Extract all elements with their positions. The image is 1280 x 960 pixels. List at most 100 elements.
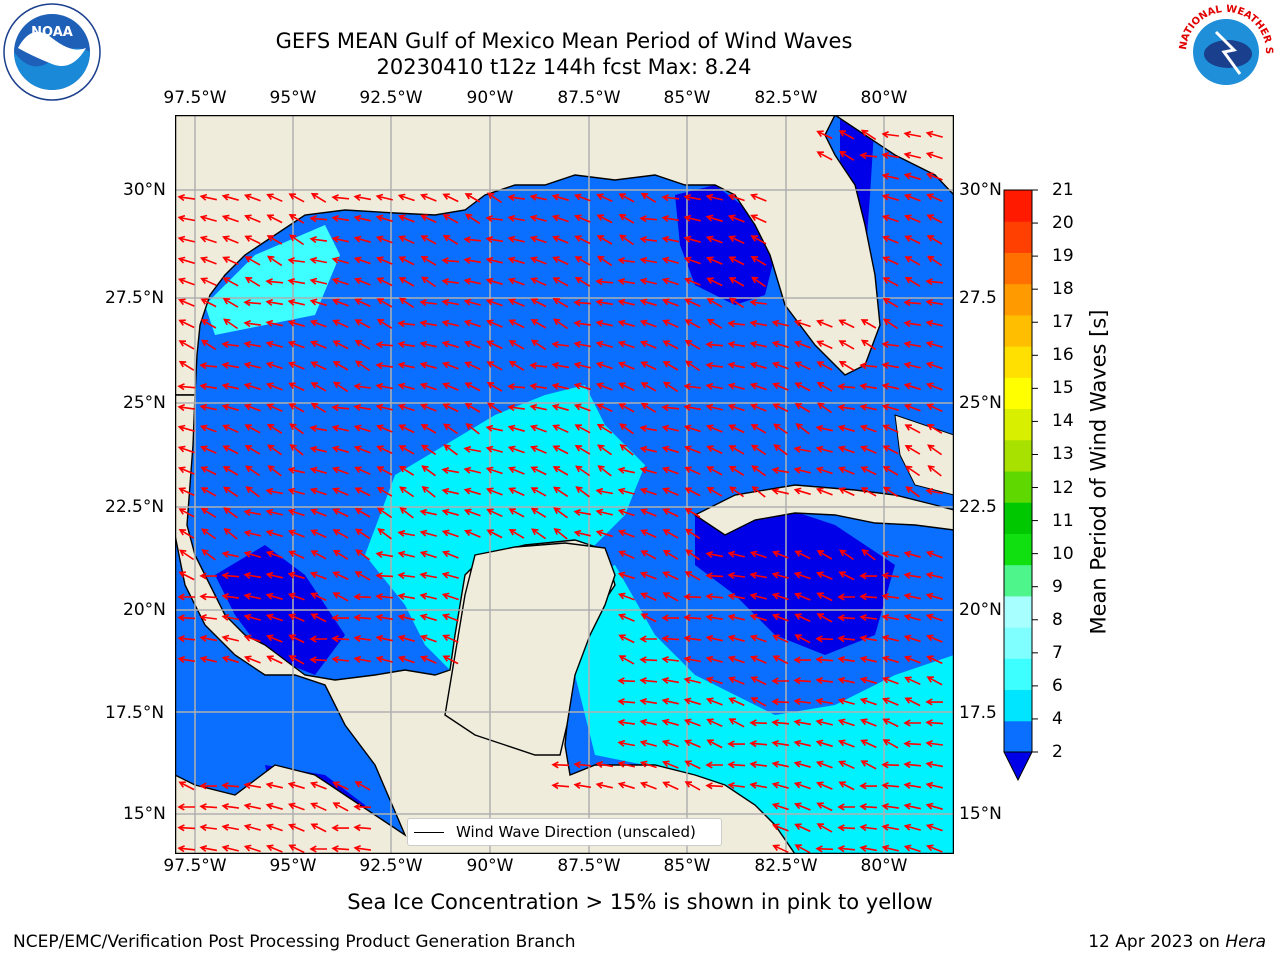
wave-direction-arrow: [464, 529, 481, 538]
wave-direction-arrow: [771, 361, 789, 370]
wave-direction-arrow: [553, 507, 568, 519]
wave-direction-arrow: [265, 802, 283, 810]
wave-direction-arrow: [287, 508, 305, 517]
wave-direction-arrow: [639, 739, 657, 747]
colorbar-segment: [1004, 658, 1032, 691]
wave-direction-arrow: [265, 571, 283, 579]
colorbar-tick-label: 11: [1052, 510, 1074, 531]
wave-direction-arrow: [309, 656, 328, 664]
wave-direction-arrow: [266, 844, 283, 853]
wave-direction-arrow: [441, 529, 459, 538]
wave-direction-arrow: [574, 256, 591, 266]
wave-direction-arrow: [287, 319, 305, 327]
wave-direction-arrow: [838, 487, 855, 497]
wave-direction-arrow: [309, 571, 327, 580]
wave-direction-arrow: [727, 782, 746, 790]
wave-direction-arrow: [244, 445, 261, 455]
colorbar-tick-label: 7: [1052, 642, 1063, 663]
wave-direction-arrow: [177, 803, 195, 811]
colorbar-tick-label: 18: [1052, 279, 1074, 300]
wave-direction-arrow: [243, 340, 262, 348]
wave-direction-arrow: [729, 486, 745, 498]
wave-direction-arrow: [639, 466, 657, 474]
wave-direction-arrow: [221, 782, 240, 790]
wave-direction-arrow: [705, 193, 723, 201]
wave-direction-arrow: [441, 592, 459, 601]
wave-direction-arrow: [463, 277, 481, 285]
wave-direction-arrow: [199, 655, 217, 663]
wave-direction-arrow: [419, 299, 438, 307]
colorbar-tick-label: 8: [1052, 609, 1063, 630]
wave-direction-arrow: [925, 487, 944, 495]
lon-tick-top: 95°W: [269, 88, 317, 108]
wave-direction-arrow: [771, 677, 789, 685]
wave-direction-arrow: [332, 508, 349, 518]
wave-direction-arrow: [904, 214, 921, 223]
wave-direction-arrow: [529, 382, 548, 391]
wave-direction-arrow: [838, 760, 855, 770]
wave-direction-arrow: [223, 318, 239, 330]
wave-direction-arrow: [354, 508, 371, 518]
wave-direction-arrow: [881, 844, 899, 852]
wave-direction-arrow: [661, 739, 679, 748]
land-cuba: [693, 484, 954, 536]
colorbar-segment: [1004, 720, 1032, 753]
wave-direction-arrow: [859, 572, 878, 580]
wave-direction-arrow: [683, 635, 702, 643]
colorbar-tick-label: 17: [1052, 312, 1074, 333]
wave-direction-arrow: [243, 571, 262, 580]
wave-direction-arrow: [882, 445, 899, 455]
wave-direction-arrow: [728, 297, 745, 309]
wave-direction-arrow: [397, 634, 415, 642]
wave-direction-arrow: [420, 403, 437, 412]
wave-direction-arrow: [617, 487, 635, 495]
colorbar-ticks: 2 4 6 7 8 9 10 11 12 13 14 15 16 17 18 19 20 21: [1052, 180, 1092, 770]
wave-direction-arrow: [661, 277, 679, 286]
wave-direction-arrow: [332, 571, 349, 581]
wave-direction-arrow: [508, 319, 525, 329]
wave-direction-arrow: [728, 277, 745, 287]
colorbar-tick-label: 20: [1052, 213, 1074, 234]
wave-direction-arrow: [551, 782, 570, 790]
wave-direction-arrow: [706, 445, 723, 455]
wave-direction-arrow: [288, 382, 305, 392]
wave-direction-arrow: [287, 277, 306, 286]
lon-tick-top: 82.5°W: [754, 88, 818, 108]
colorbar-tick-label: 13: [1052, 444, 1074, 465]
wave-direction-arrow: [925, 298, 944, 307]
wave-direction-arrow: [640, 508, 657, 517]
wave-direction-arrow: [573, 340, 592, 348]
wave-direction-arrow: [838, 340, 855, 350]
wave-direction-arrow: [375, 362, 394, 370]
wave-direction-arrow: [221, 193, 239, 201]
wave-direction-arrow: [795, 423, 810, 435]
wave-direction-arrow: [287, 592, 305, 601]
wave-direction-arrow: [705, 634, 723, 642]
wave-direction-arrow: [749, 340, 767, 348]
wave-direction-arrow: [662, 592, 679, 602]
colorbar-tick-label: 15: [1052, 378, 1074, 399]
wave-direction-arrow: [683, 593, 702, 601]
wave-direction-arrow: [816, 382, 833, 392]
wave-direction-arrow: [530, 445, 547, 454]
wave-direction-arrow: [794, 823, 811, 833]
wave-direction-arrow: [727, 655, 745, 664]
wave-direction-arrow: [771, 319, 789, 327]
wave-direction-arrow: [243, 655, 261, 664]
wave-direction-arrow: [243, 634, 261, 643]
wave-direction-arrow: [903, 719, 921, 727]
wave-direction-arrow: [375, 593, 394, 601]
wave-direction-arrow: [749, 719, 768, 727]
wave-direction-arrow: [376, 277, 393, 287]
wave-direction-arrow: [771, 571, 789, 579]
wave-direction-arrow: [597, 444, 613, 456]
wave-direction-arrow: [464, 193, 481, 203]
wave-direction-arrow: [508, 487, 525, 497]
wave-direction-arrow: [903, 823, 921, 831]
wave-direction-arrow: [331, 845, 350, 853]
wave-direction-arrow: [266, 255, 283, 267]
wave-direction-arrow: [771, 592, 789, 601]
wave-direction-arrow: [178, 340, 195, 350]
wave-direction-arrow: [353, 824, 372, 832]
wave-direction-arrow: [595, 508, 613, 516]
